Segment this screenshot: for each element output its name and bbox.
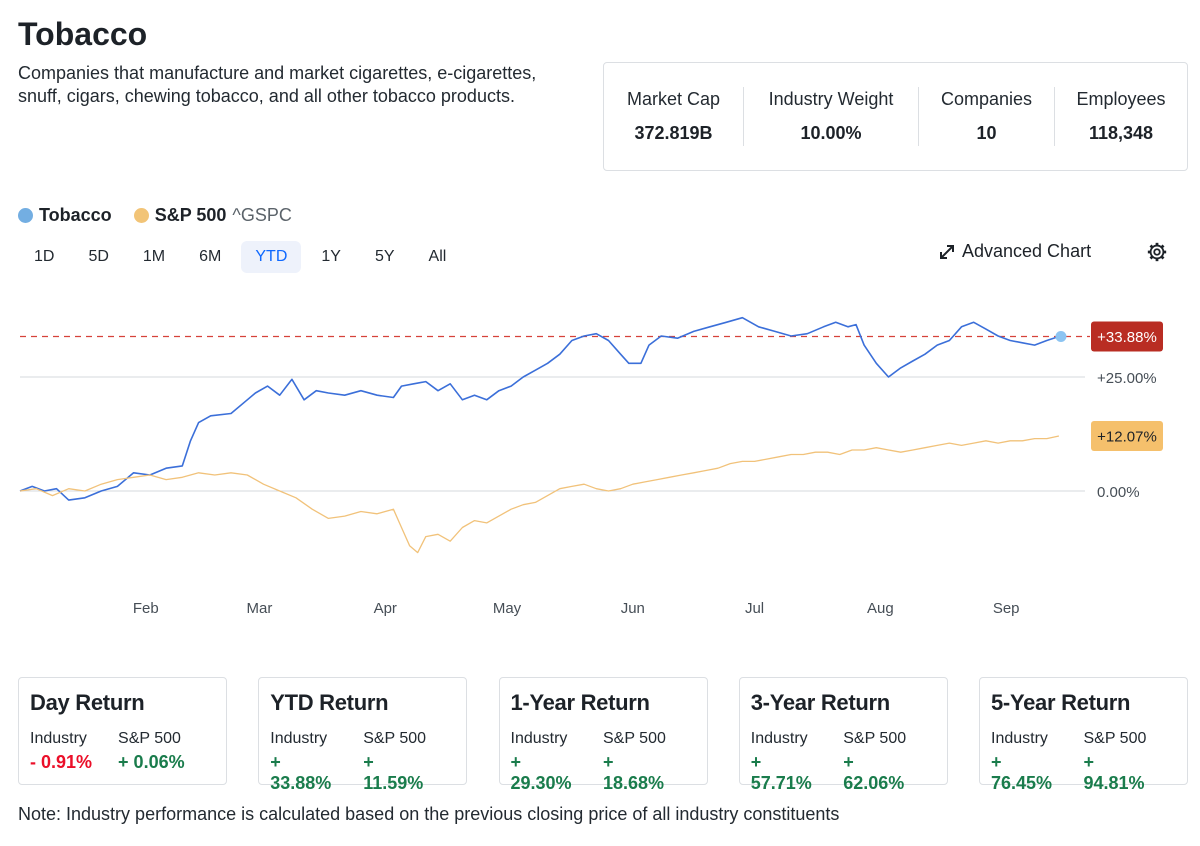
range-1m-button[interactable]: 1M — [142, 248, 166, 265]
range-all-button[interactable]: All — [428, 248, 447, 265]
industry-value-badge — [1091, 321, 1163, 352]
x-tick-label: Feb — [133, 600, 159, 617]
x-tick-label: Jun — [621, 600, 645, 617]
industry-return-value: - 0.91% — [30, 752, 93, 772]
sp500-return-value: + 11.59% — [363, 752, 424, 793]
stat-value: 372.819B — [634, 123, 713, 143]
industry-label: Industry — [30, 730, 87, 747]
industry-label: Industry — [991, 730, 1048, 747]
return-card-title: 3-Year Return — [750, 690, 890, 715]
return-card-1-year: 1-Year Return Industry + 29.30% S&P 500 + … — [498, 677, 708, 793]
return-card-title: Day Return — [30, 690, 145, 715]
stat-label: Companies — [940, 89, 1033, 109]
range-6m-button[interactable]: 6M — [199, 248, 222, 265]
benchmark-value-badge — [1091, 420, 1163, 451]
expand-arrows-icon — [940, 244, 954, 259]
industry-series-line — [19, 316, 1060, 501]
return-card-3-year: 3-Year Return Industry + 57.71% S&P 500 + … — [738, 677, 948, 793]
y-tick-label: +25.00% — [1097, 370, 1157, 387]
sp500-label: S&P 500 — [843, 730, 907, 747]
industry-label: Industry — [270, 730, 328, 747]
sp500-return-value: + 0.06% — [118, 752, 185, 772]
industry-return-value: + 33.88% — [270, 752, 332, 793]
performance-note: Note: Industry performance is calculated… — [18, 804, 840, 824]
returns-cards: Day Return Industry - 0.91% S&P 500 + 0.06… — [18, 677, 1188, 793]
sp500-label: S&P 500 — [118, 730, 181, 747]
stat-label: Employees — [1076, 89, 1166, 109]
x-tick-label: Sep — [993, 600, 1020, 617]
range-ytd-button[interactable]: YTD — [241, 241, 302, 273]
sp500-label: S&P 500 — [363, 730, 427, 747]
sp500-label: S&P 500 — [1083, 730, 1147, 747]
industry-return-value: + 29.30% — [510, 752, 572, 793]
benchmark-legend-dot — [133, 208, 149, 223]
industry-label: Industry — [510, 730, 568, 747]
x-tick-label: Mar — [247, 600, 273, 617]
stat-industry-weight: Industry Weight 10.00% — [744, 87, 919, 146]
stat-value: 118,348 — [1088, 123, 1154, 143]
return-card-title: YTD Return — [270, 690, 389, 715]
x-tick-label: Jul — [745, 600, 764, 617]
stat-label: Industry Weight — [768, 89, 894, 109]
x-tick-label: May — [493, 600, 522, 617]
range-5d-button[interactable]: 5D — [88, 248, 109, 265]
performance-chart[interactable]: +25.00% 0.00% +33.88% +12.07% Feb Mar Apr May Ju… — [0, 280, 1200, 625]
stat-employees: Employees 118,348 — [1055, 87, 1187, 146]
gear-icon[interactable] — [1146, 241, 1168, 263]
sp500-return-value: + 94.81% — [1083, 752, 1145, 793]
benchmark-badge-label: +12.07% — [1097, 428, 1157, 445]
range-1d-button[interactable]: 1D — [34, 248, 55, 265]
stat-value: 10.00% — [800, 123, 862, 143]
stat-market-cap: Market Cap 372.819B — [604, 87, 744, 146]
legend-benchmark-symbol: ^GSPC — [232, 205, 292, 225]
return-card-5-year: 5-Year Return Industry + 76.45% S&P 500 + … — [979, 677, 1188, 793]
industry-return-value: + 76.45% — [991, 752, 1053, 793]
benchmark-series-line — [19, 435, 1060, 554]
industry-label: Industry — [750, 730, 808, 747]
industry-legend-dot — [18, 208, 33, 223]
stat-companies: Companies 10 — [919, 87, 1055, 146]
advanced-chart-label: Advanced Chart — [962, 241, 1092, 261]
industry-description: Companies that manufacture and market ci… — [18, 63, 537, 106]
page-title: Tobacco — [18, 16, 148, 52]
advanced-chart-button[interactable]: Advanced Chart — [938, 241, 1091, 262]
industry-badge-label: +33.88% — [1097, 329, 1157, 346]
range-1y-button[interactable]: 1Y — [321, 248, 341, 265]
chart-legend: Tobacco S&P 500 ^GSPC — [18, 205, 292, 226]
x-tick-label: Aug — [867, 600, 894, 617]
return-card-title: 5-Year Return — [991, 690, 1131, 715]
x-tick-label: Apr — [374, 600, 397, 617]
legend-industry-name[interactable]: Tobacco — [39, 205, 112, 225]
sp500-label: S&P 500 — [603, 730, 666, 747]
industry-return-value: + 57.71% — [750, 752, 812, 793]
y-tick-label: 0.00% — [1097, 484, 1140, 501]
return-card-day: Day Return Industry - 0.91% S&P 500 + 0.06… — [18, 677, 227, 785]
industry-end-dot — [1055, 331, 1067, 343]
stat-value: 10 — [976, 123, 997, 143]
legend-benchmark-name[interactable]: S&P 500 — [154, 205, 227, 225]
range-selector: 1D 5D 1M 6M YTD 1Y 5Y All — [20, 241, 466, 273]
stat-label: Market Cap — [626, 89, 721, 109]
sp500-return-value: + 18.68% — [603, 752, 665, 793]
return-card-title: 1-Year Return — [510, 690, 650, 715]
range-5y-button[interactable]: 5Y — [374, 248, 395, 265]
industry-stats-panel: Market Cap 372.819B Industry Weight 10.0… — [603, 62, 1188, 171]
sp500-return-value: + 62.06% — [843, 752, 905, 793]
return-card-ytd: YTD Return Industry + 33.88% S&P 500 + 11.… — [258, 677, 468, 793]
